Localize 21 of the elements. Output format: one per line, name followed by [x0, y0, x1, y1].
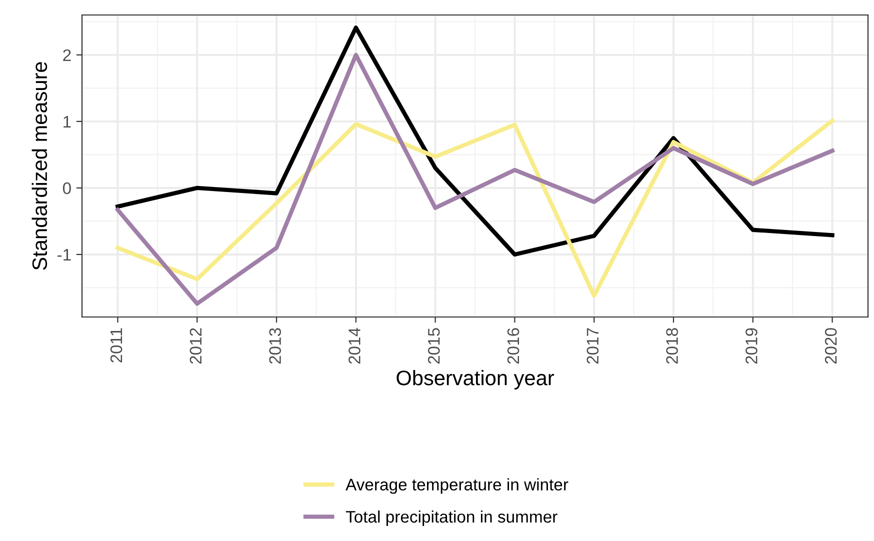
- x-tick-label: 2020: [824, 328, 837, 364]
- legend-label: Average temperature in winter: [346, 478, 568, 494]
- x-tick-label: 2018: [666, 328, 678, 364]
- y-tick-label: -1: [58, 249, 71, 261]
- y-tick-label: 2: [63, 49, 71, 61]
- legend-label: Total precipitation in summer: [346, 510, 558, 526]
- x-tick-label: 2011: [110, 328, 122, 362]
- line-series: [116, 26, 834, 257]
- x-tick-label: 2013: [269, 328, 281, 364]
- y-tick-label: 0: [62, 182, 71, 194]
- x-axis-title: Observation year: [396, 370, 554, 390]
- x-tick-label: 2014: [348, 328, 360, 364]
- y-tick-label: 1: [64, 116, 71, 128]
- x-tick-label: 2012: [190, 328, 202, 364]
- line-series: [116, 118, 834, 298]
- x-tick-label: 2017: [586, 328, 599, 364]
- x-tick-label: 2016: [507, 328, 520, 364]
- y-axis-title: Standardized measure: [32, 62, 48, 270]
- x-tick-label: 2019: [746, 328, 758, 364]
- line-series: [116, 52, 834, 306]
- x-tick-label: 2015: [428, 328, 440, 364]
